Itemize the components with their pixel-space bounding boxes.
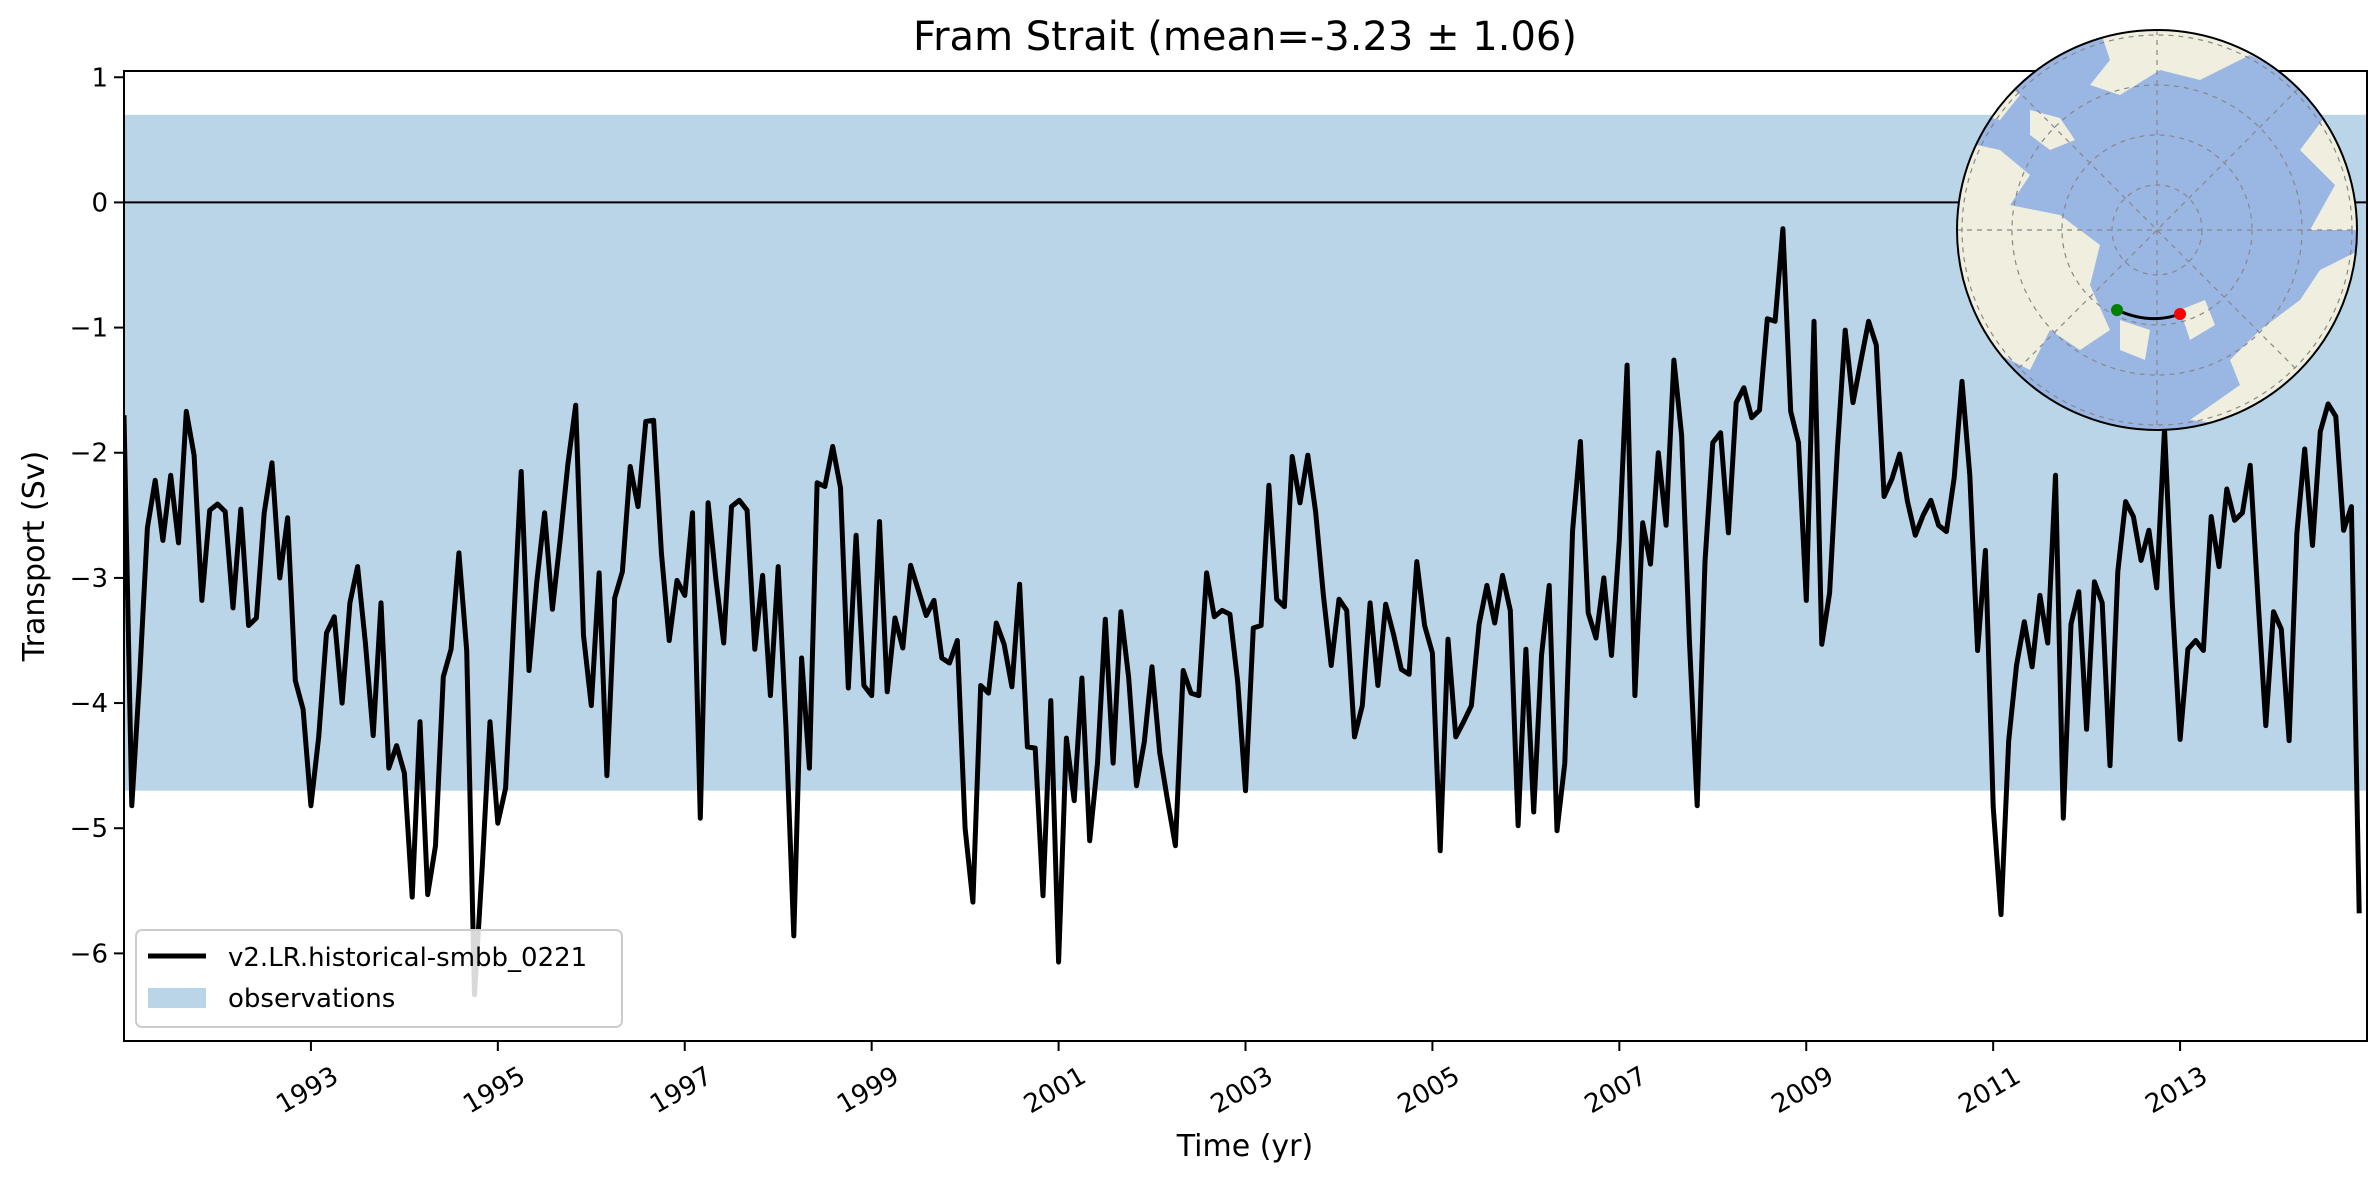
y-axis-label: Transport (Sv) bbox=[17, 451, 52, 663]
section-start-marker bbox=[2111, 304, 2123, 316]
x-tick-label: 1999 bbox=[832, 1061, 904, 1120]
x-tick-label: 2013 bbox=[2140, 1061, 2212, 1120]
y-tick-label: −3 bbox=[70, 564, 108, 594]
x-tick-label: 2007 bbox=[1580, 1061, 1652, 1120]
legend-label-series: v2.LR.historical-smbb_0221 bbox=[228, 943, 587, 973]
x-tick-label: 2011 bbox=[1954, 1061, 2026, 1120]
legend-box bbox=[135, 929, 623, 1028]
x-tick-label: 2005 bbox=[1393, 1061, 1465, 1120]
series-line-v2-lr-historical bbox=[124, 226, 2362, 998]
legend-band-swatch bbox=[148, 988, 206, 1008]
y-tick-label: −6 bbox=[70, 939, 108, 969]
x-tick-label: 2009 bbox=[1767, 1061, 1839, 1120]
y-tick-label: 0 bbox=[91, 188, 108, 218]
y-tick-label: −4 bbox=[70, 689, 108, 719]
x-tick-label: 2003 bbox=[1206, 1061, 1278, 1120]
inset-border bbox=[1956, 29, 2358, 431]
x-tick-label: 1997 bbox=[645, 1061, 717, 1120]
x-tick-label: 2001 bbox=[1019, 1061, 1091, 1120]
x-tick-label: 1995 bbox=[458, 1061, 530, 1120]
x-axis: 1993 1995 1997 1999 2001 2003 2005 2007 2009 2011… bbox=[271, 1041, 2213, 1120]
y-axis: 1 0 −1 −2 −3 −4 −5 −6 bbox=[70, 63, 124, 969]
y-tick-label: 1 bbox=[91, 63, 108, 93]
inset-map bbox=[1956, 29, 2358, 431]
y-tick-label: −2 bbox=[70, 439, 108, 469]
chart-title: Fram Strait (mean=-3.23 ± 1.06) bbox=[913, 14, 1577, 60]
legend-label-observations: observations bbox=[228, 984, 395, 1014]
y-tick-label: −5 bbox=[70, 814, 108, 844]
section-end-marker bbox=[2174, 308, 2186, 320]
y-tick-label: −1 bbox=[70, 314, 108, 344]
x-tick-label: 1993 bbox=[271, 1061, 343, 1120]
x-axis-label: Time (yr) bbox=[1176, 1129, 1313, 1164]
legend: v2.LR.historical-smbb_0221 observations bbox=[135, 929, 623, 1028]
